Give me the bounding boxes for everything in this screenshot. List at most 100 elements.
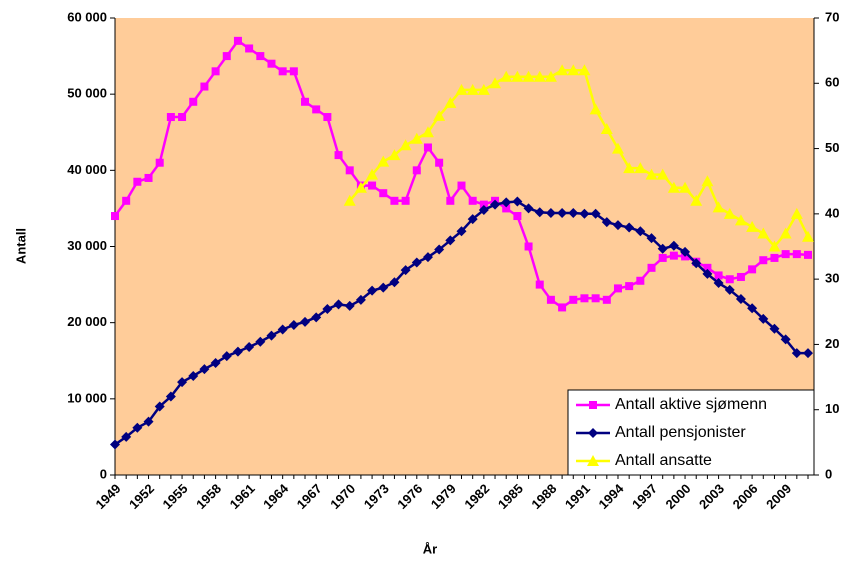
marker	[647, 263, 656, 272]
marker	[389, 277, 400, 288]
marker	[334, 151, 343, 160]
marker	[410, 132, 423, 144]
marker	[354, 181, 367, 193]
y2-tick-label: 70	[825, 9, 839, 24]
marker	[468, 196, 477, 205]
marker	[748, 265, 757, 274]
marker	[423, 143, 432, 152]
marker	[513, 212, 522, 221]
y-tick-label: 60 000	[67, 9, 107, 24]
x-tick-label: 2000	[663, 481, 694, 512]
marker	[601, 217, 612, 228]
marker	[611, 142, 624, 154]
marker	[502, 204, 511, 213]
marker	[779, 227, 792, 239]
marker	[691, 258, 702, 269]
marker	[199, 364, 210, 375]
marker	[245, 44, 254, 53]
marker	[546, 295, 555, 304]
marker	[300, 316, 311, 327]
x-tick-label: 1997	[629, 481, 660, 512]
marker	[535, 280, 544, 289]
marker	[322, 303, 333, 314]
marker	[500, 70, 513, 82]
marker	[791, 348, 802, 359]
y2-tick-label: 40	[825, 205, 839, 220]
marker	[645, 168, 658, 180]
y2-tick-label: 50	[825, 140, 839, 155]
marker	[804, 250, 812, 259]
marker	[188, 370, 199, 381]
marker	[658, 253, 667, 262]
legend-label: Antall pensjonister	[615, 424, 746, 441]
legend-label: Antall ansatte	[615, 452, 712, 469]
x-axis-title: År	[423, 541, 437, 556]
marker	[400, 265, 411, 276]
marker	[533, 70, 546, 82]
x-tick-label: 1964	[260, 480, 292, 512]
marker	[759, 256, 768, 265]
marker	[278, 67, 287, 76]
marker	[768, 240, 781, 252]
marker	[232, 346, 243, 357]
marker	[579, 208, 590, 219]
marker	[602, 295, 611, 304]
marker	[434, 244, 445, 255]
marker	[556, 64, 569, 76]
x-tick-label: 1955	[160, 481, 191, 512]
marker	[780, 334, 791, 345]
marker	[667, 181, 680, 193]
marker	[435, 158, 444, 167]
marker	[724, 284, 735, 295]
marker	[781, 250, 790, 259]
marker	[490, 199, 501, 210]
marker	[312, 105, 321, 114]
y2-tick-label: 30	[825, 271, 839, 286]
marker	[757, 227, 770, 239]
marker	[612, 220, 623, 231]
marker	[511, 70, 524, 82]
marker	[388, 149, 401, 161]
marker	[713, 278, 724, 289]
marker	[433, 109, 446, 121]
marker	[703, 263, 712, 272]
marker	[714, 271, 723, 280]
x-tick-label: 1970	[327, 481, 358, 512]
y-tick-label: 30 000	[67, 238, 107, 253]
marker	[289, 67, 298, 76]
marker	[244, 342, 255, 353]
marker	[110, 439, 120, 450]
marker	[723, 207, 736, 219]
marker	[333, 299, 344, 310]
marker	[578, 64, 591, 76]
marker	[734, 214, 747, 226]
marker	[758, 313, 769, 324]
marker	[712, 201, 725, 213]
marker	[401, 196, 410, 205]
x-tick-label: 1967	[294, 481, 325, 512]
x-tick-label: 1979	[428, 481, 459, 512]
marker	[524, 242, 533, 251]
x-tick-label: 2003	[696, 481, 727, 512]
marker	[512, 196, 523, 207]
marker	[588, 428, 598, 438]
marker	[580, 294, 589, 303]
x-tick-label: 2006	[730, 481, 761, 512]
marker	[746, 220, 759, 232]
marker	[323, 113, 332, 122]
marker	[456, 226, 467, 237]
marker	[646, 233, 657, 244]
marker	[534, 207, 545, 218]
marker	[200, 82, 209, 91]
marker	[412, 166, 421, 175]
y-tick-label: 40 000	[67, 162, 107, 177]
marker	[421, 126, 434, 138]
marker	[802, 230, 814, 242]
marker	[165, 391, 176, 402]
marker	[568, 207, 579, 218]
marker	[445, 235, 456, 246]
marker	[736, 272, 745, 281]
marker	[467, 214, 478, 225]
marker	[725, 275, 734, 284]
marker	[587, 455, 599, 466]
